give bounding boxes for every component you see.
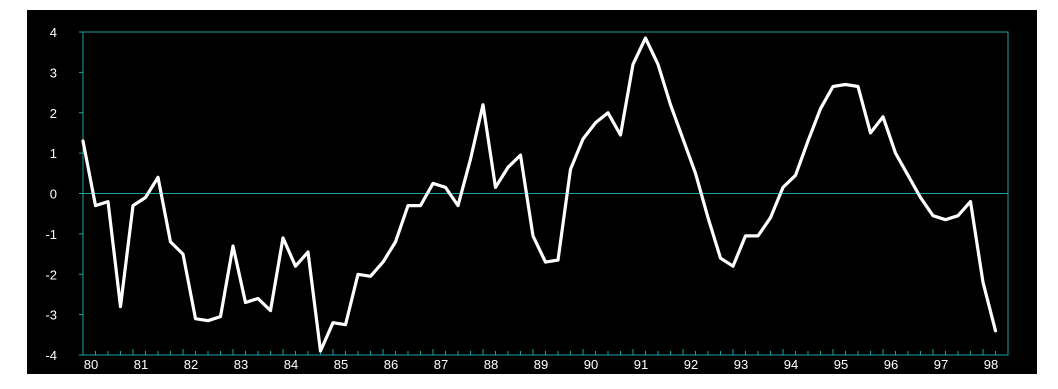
y-tick-label: -1 [45, 227, 57, 242]
y-tick-label: -3 [45, 308, 57, 323]
x-tick-label: 89 [534, 357, 548, 372]
y-tick-label: 2 [50, 106, 57, 121]
x-tick-label: 87 [434, 357, 448, 372]
x-tick-label: 94 [784, 357, 798, 372]
x-tick-label: 98 [984, 357, 998, 372]
y-tick-label: 4 [50, 25, 57, 40]
chart-background [27, 10, 1037, 374]
x-tick-label: 80 [84, 357, 98, 372]
x-tick-label: 83 [234, 357, 248, 372]
x-tick-label: 88 [484, 357, 498, 372]
series-line [81, 36, 998, 353]
y-tick-label: -2 [45, 267, 57, 282]
x-tick-label: 81 [134, 357, 148, 372]
x-tick-label: 95 [834, 357, 848, 372]
x-tick-label: 84 [284, 357, 298, 372]
x-tick-label: 82 [184, 357, 198, 372]
y-tick-label: 0 [50, 187, 57, 202]
x-tick-label: 85 [334, 357, 348, 372]
y-tick-label: 1 [50, 146, 57, 161]
x-tick-label: 97 [934, 357, 948, 372]
y-tick-label: 3 [50, 65, 57, 80]
y-tick-label: -4 [45, 348, 57, 363]
x-tick-label: 96 [884, 357, 898, 372]
x-tick-label: 90 [584, 357, 598, 372]
x-tick-label: 86 [384, 357, 398, 372]
x-tick-label: 92 [684, 357, 698, 372]
x-tick-label: 93 [734, 357, 748, 372]
x-tick-label: 91 [634, 357, 648, 372]
